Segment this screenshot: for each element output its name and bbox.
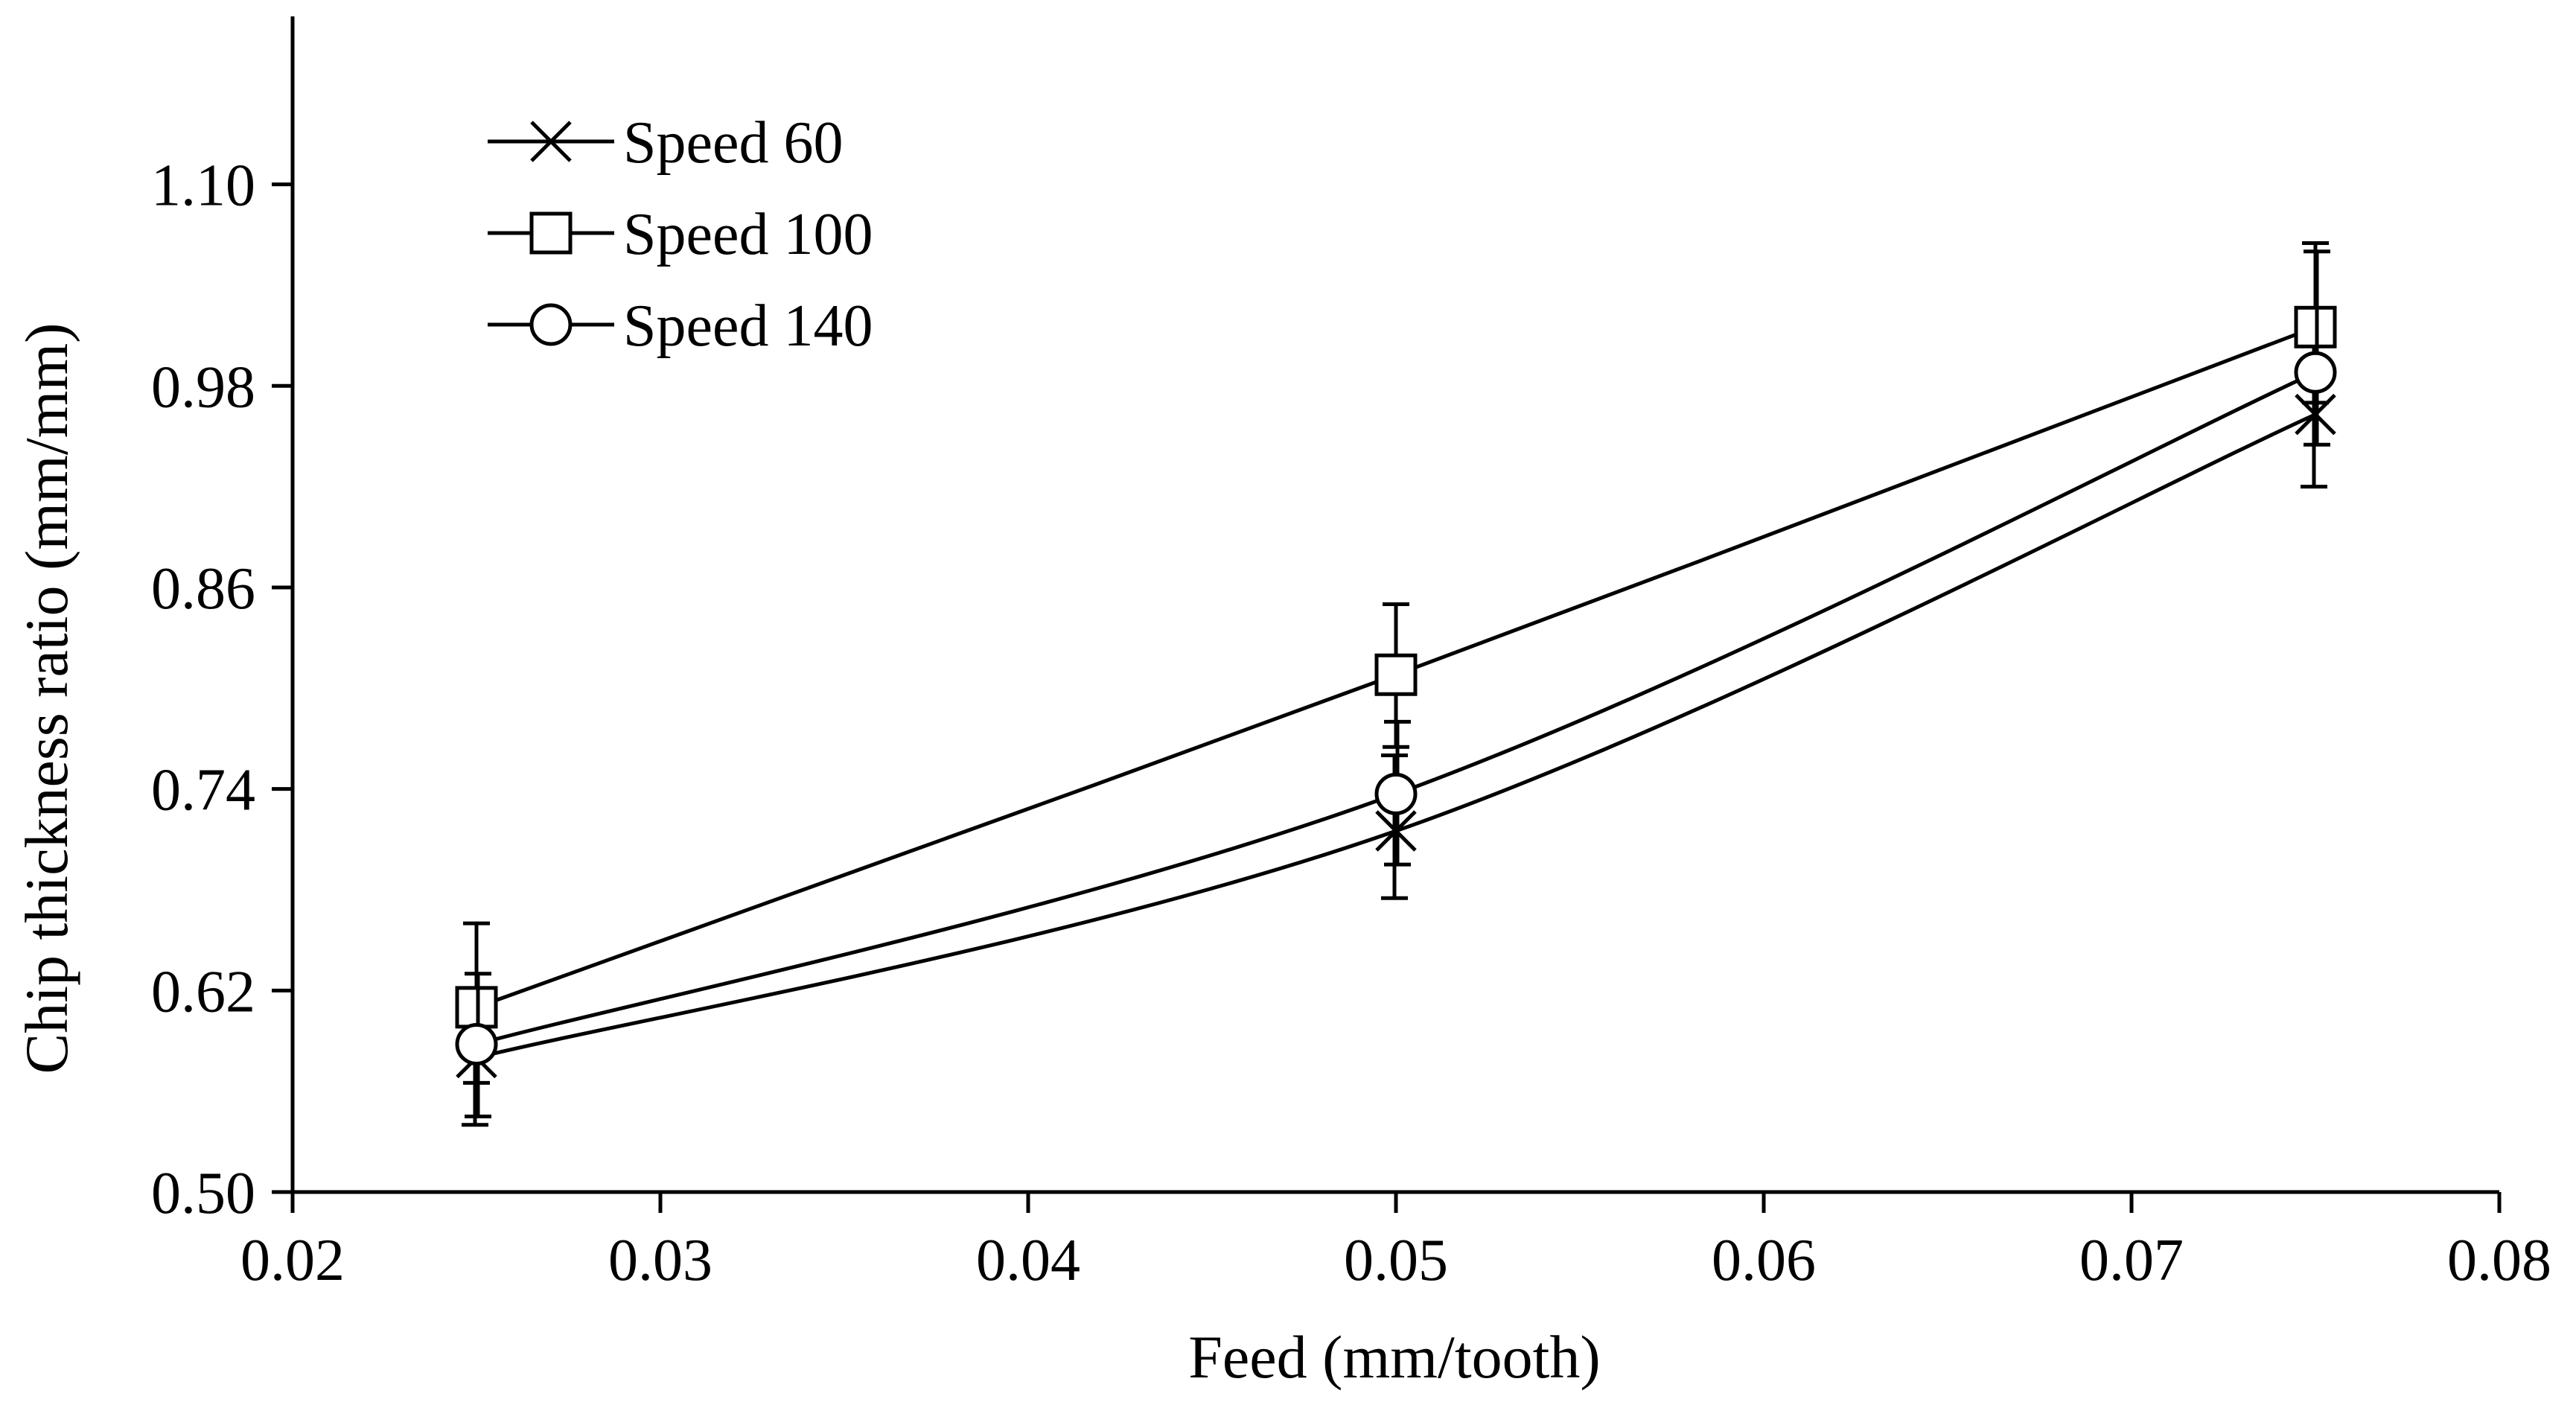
legend-marker [529,211,573,255]
x-tick-label: 0.06 [1712,1228,1816,1293]
legend-marker [529,303,573,346]
x-tick-label: 0.05 [1344,1228,1448,1293]
x-tick-label: 0.08 [2447,1228,2551,1293]
x-tick-label: 0.03 [608,1228,712,1293]
x-tick-label: 0.04 [976,1228,1080,1293]
legend-item-speed-100: Speed 100 [488,202,873,267]
y-tick-label: 0.98 [151,354,255,420]
axes: 0.02 0.03 0.04 0.05 0.06 0.07 0.08 0.50 0.62 0.74… [151,16,2551,1293]
legend-label: Speed 140 [623,293,873,359]
legend-label: Speed 60 [623,110,844,176]
legend-label: Speed 100 [623,202,873,267]
legend-item-speed-140: Speed 140 [488,293,873,359]
x-axis-title: Feed (mm/tooth) [1188,1323,1600,1391]
series-speed-100 [455,241,2337,1085]
y-tick-label: 0.86 [151,556,255,622]
y-tick-label: 0.74 [151,758,255,823]
y-tick-label: 1.10 [151,153,255,219]
y-tick-label: 0.62 [151,959,255,1025]
y-axis-title: Chip thickness ratio (mm/mm) [13,323,80,1074]
y-tick-label: 0.50 [151,1161,255,1226]
data-point [1374,772,1418,815]
error-bar [2304,249,2330,447]
x-tick-label: 0.07 [2079,1228,2184,1293]
data-point [1374,653,1418,696]
legend-marker [530,121,572,162]
data-point [455,1022,498,1065]
legend-item-speed-60: Speed 60 [488,110,844,176]
x-tick-label: 0.02 [240,1228,345,1293]
legend: Speed 60 Speed 100 Speed 140 [488,110,873,359]
data-point [2294,351,2337,394]
series-speed-140 [455,249,2337,1118]
series-layer [455,241,2337,1127]
